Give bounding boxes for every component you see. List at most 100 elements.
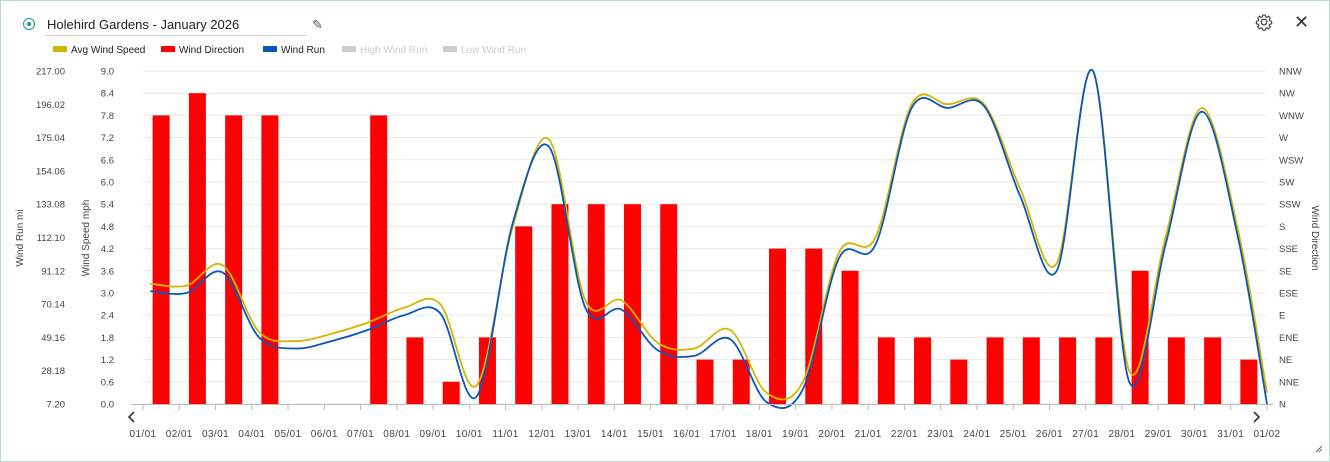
bar-wind-direction	[442, 381, 460, 404]
resize-handle-icon[interactable]	[1313, 443, 1323, 453]
bar-wind-direction	[515, 226, 533, 404]
x-tick-label: 24/01	[963, 429, 990, 440]
y-tick-wind-speed: 1.2	[101, 355, 114, 366]
x-tick-label: 31/01	[1217, 429, 1244, 440]
legend-item-avg-wind-speed[interactable]: Avg Wind Speed	[53, 45, 145, 56]
y-tick-wind-speed: 4.8	[101, 222, 114, 233]
bar-wind-direction	[696, 359, 714, 404]
bar-wind-direction	[1095, 337, 1113, 404]
y-tick-wind-speed: 8.4	[101, 89, 114, 100]
x-tick-label: 01/02	[1253, 429, 1280, 440]
x-tick-label: 15/01	[637, 429, 664, 440]
bar-wind-direction	[370, 115, 388, 405]
y-tick-wind-speed: 9.0	[101, 67, 114, 78]
y-tick-wind-run: 133.08	[36, 200, 65, 211]
x-tick-label: 22/01	[891, 429, 918, 440]
y-tick-wind-run: 70.14	[41, 300, 65, 311]
line-wind-run	[150, 69, 1268, 409]
x-tick-label: 05/01	[275, 429, 302, 440]
legend-swatch	[53, 46, 67, 53]
title-underline	[45, 35, 307, 36]
y-tick-wind-speed: 7.8	[101, 111, 114, 122]
x-tick-label: 14/01	[601, 429, 628, 440]
x-tick-label: 20/01	[818, 429, 845, 440]
x-tick-label: 12/01	[528, 429, 555, 440]
legend-swatch	[263, 46, 277, 53]
bar-wind-direction	[551, 204, 569, 404]
pencil-icon[interactable]: ✎	[312, 17, 323, 32]
bar-wind-direction	[225, 115, 243, 405]
bar-wind-direction	[587, 204, 605, 404]
y-tick-wind-direction: SE	[1279, 266, 1292, 277]
bar-wind-direction	[1204, 337, 1222, 404]
y-tick-wind-run: 196.02	[36, 100, 65, 111]
x-tick-label: 29/01	[1145, 429, 1172, 440]
y-tick-wind-direction: NW	[1279, 89, 1295, 100]
y-tick-wind-run: 175.04	[36, 133, 65, 144]
y-tick-wind-speed: 4.2	[101, 244, 114, 255]
x-tick-label: 27/01	[1072, 429, 1099, 440]
bar-wind-direction	[623, 204, 641, 404]
x-tick-label: 11/01	[492, 429, 518, 440]
legend-swatch	[443, 46, 457, 53]
bar-wind-direction	[805, 248, 823, 404]
scroll-right-icon[interactable]	[1251, 410, 1261, 424]
line-avg-wind-speed	[150, 69, 1268, 401]
y-tick-wind-speed: 6.6	[101, 155, 114, 166]
widget-header: Holehird Gardens - January 2026 ✎ ✕	[1, 1, 1329, 41]
legend-item-high-wind-run[interactable]: High Wind Run	[342, 45, 427, 56]
y-tick-wind-direction: N	[1279, 400, 1286, 411]
x-tick-label: 13/01	[565, 429, 592, 440]
legend-label: Wind Run	[281, 45, 325, 56]
legend-label: Low Wind Run	[461, 45, 527, 56]
x-tick-label: 03/01	[202, 429, 229, 440]
bar-wind-direction	[1240, 359, 1258, 404]
close-icon[interactable]: ✕	[1294, 12, 1310, 32]
y-tick-wind-direction: SSW	[1279, 200, 1301, 211]
y-tick-wind-direction: NE	[1279, 355, 1292, 366]
legend-label: High Wind Run	[360, 45, 428, 56]
bar-wind-direction	[841, 270, 859, 404]
gear-icon[interactable]	[1255, 13, 1273, 31]
bar-wind-direction	[986, 337, 1004, 404]
y-tick-wind-direction: SSE	[1279, 244, 1298, 255]
x-tick-label: 21/01	[855, 429, 882, 440]
y-tick-wind-run: 28.18	[41, 366, 65, 377]
bar-wind-direction	[877, 337, 895, 404]
bar-wind-direction	[769, 248, 787, 404]
axes: 9.0 8.4 7.8 7.2 6.6 6.0 5.4 4.8 4.2 3.6 3.0 2.4 1.8 1…	[36, 67, 1304, 441]
status-indicator-icon	[23, 18, 35, 30]
bar-wind-direction	[950, 359, 968, 404]
y-tick-wind-direction: ENE	[1279, 333, 1299, 344]
x-tick-label: 10/01	[456, 429, 483, 440]
y-tick-wind-speed: 7.2	[101, 133, 114, 144]
x-tick-label: 25/01	[1000, 429, 1027, 440]
bar-wind-direction	[188, 93, 206, 404]
bar-wind-direction	[478, 337, 496, 404]
y-tick-wind-speed: 0.6	[101, 377, 114, 388]
scroll-left-icon[interactable]	[127, 410, 137, 424]
y-axis-title-wind-direction: Wind Direction	[1309, 205, 1320, 270]
legend-item-low-wind-run[interactable]: Low Wind Run	[443, 45, 526, 56]
bar-wind-direction	[406, 337, 424, 404]
legend-swatch	[161, 46, 175, 53]
y-tick-wind-direction: NNE	[1279, 377, 1299, 388]
bar-wind-direction	[660, 204, 678, 404]
x-tick-label: 01/01	[129, 429, 156, 440]
legend-item-wind-run[interactable]: Wind Run	[263, 45, 325, 56]
y-tick-wind-speed: 3.6	[101, 266, 114, 277]
y-tick-wind-run: 154.06	[36, 166, 65, 177]
legend-label: Wind Direction	[179, 45, 245, 56]
bar-wind-direction	[1022, 337, 1040, 404]
legend-item-wind-direction[interactable]: Wind Direction	[161, 45, 244, 56]
x-tick-label: 04/01	[238, 429, 265, 440]
chart-title[interactable]: Holehird Gardens - January 2026	[47, 17, 240, 32]
x-tick-label: 17/01	[710, 429, 737, 440]
series-lines	[150, 69, 1268, 409]
y-axis-title-wind-speed: Wind Speed mph	[81, 200, 92, 277]
grid-lines	[143, 70, 1267, 405]
y-tick-wind-run: 49.16	[41, 333, 65, 344]
bar-wind-direction	[732, 359, 750, 404]
